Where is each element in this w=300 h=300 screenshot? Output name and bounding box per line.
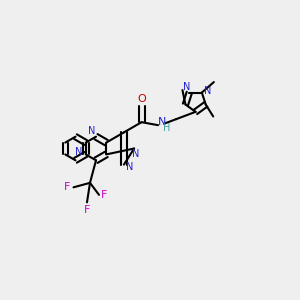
Text: N: N: [204, 86, 211, 96]
Text: N: N: [132, 149, 139, 159]
Text: N: N: [183, 82, 190, 92]
Text: N: N: [88, 126, 96, 136]
Text: N: N: [158, 117, 166, 127]
Text: N: N: [126, 162, 134, 172]
Text: N: N: [75, 147, 82, 157]
Text: F: F: [101, 190, 108, 200]
Text: O: O: [137, 94, 146, 104]
Text: F: F: [84, 205, 90, 215]
Text: F: F: [64, 182, 71, 192]
Text: H: H: [163, 123, 170, 133]
